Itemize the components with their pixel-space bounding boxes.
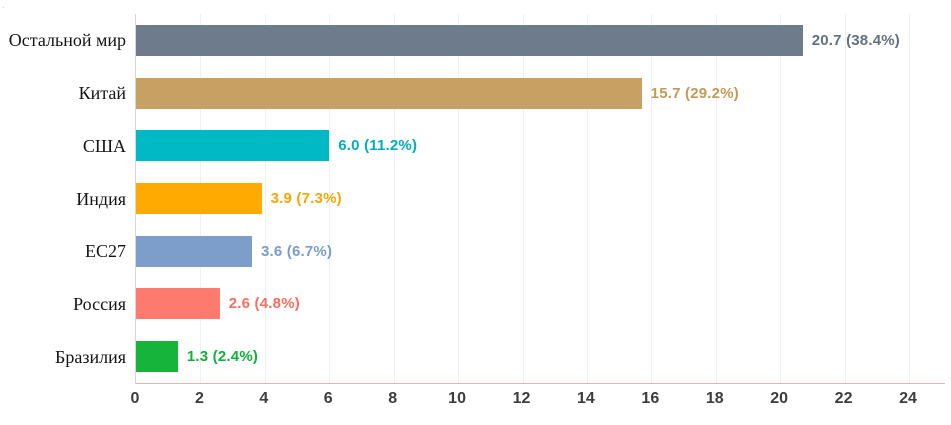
gridline xyxy=(393,14,395,383)
x-tick-label: 12 xyxy=(512,390,531,407)
x-tick-label: 24 xyxy=(899,390,917,407)
bar-row: 2.6 (4.8%) xyxy=(136,278,945,331)
category-label: ЕС27 xyxy=(84,241,126,262)
value-label: 15.7 (29.2%) xyxy=(650,84,739,102)
bar-row: 20.7 (38.4%) xyxy=(136,14,945,67)
bar-row: 1.3 (2.4%) xyxy=(136,330,945,383)
bar-1 xyxy=(136,77,642,109)
x-tick-label: 20 xyxy=(770,390,789,407)
category-label: Бразилия xyxy=(55,347,126,368)
category-label: Китай xyxy=(78,82,126,103)
x-tick-label: 14 xyxy=(577,390,595,407)
bar-row: 3.9 (7.3%) xyxy=(136,172,945,225)
bar-4 xyxy=(136,235,252,267)
x-tick-label: 6 xyxy=(323,390,333,407)
bar-2 xyxy=(136,130,330,162)
category-label: США xyxy=(82,135,126,156)
bar-6 xyxy=(136,341,178,373)
bar-0 xyxy=(136,24,803,56)
gridline xyxy=(844,14,846,383)
x-tick-label: 0 xyxy=(130,390,140,407)
value-label: 6.0 (11.2%) xyxy=(338,137,418,155)
gridline xyxy=(909,14,910,383)
value-label: 3.9 (7.3%) xyxy=(270,190,342,208)
bar-row: 6.0 (11.2%) xyxy=(136,119,945,172)
category-label: Остальной мир xyxy=(8,29,126,50)
bar-row: 15.7 (29.2%) xyxy=(136,67,945,120)
x-tick-label: 8 xyxy=(388,390,398,407)
gridline xyxy=(780,14,782,383)
bar-5 xyxy=(136,288,220,320)
x-tick-label: 22 xyxy=(834,390,853,407)
gridline xyxy=(458,14,460,383)
gridline xyxy=(264,14,266,383)
corner-artifact: · xyxy=(2,2,5,12)
category-label: Россия xyxy=(73,294,126,315)
x-tick-label: 10 xyxy=(448,390,466,407)
x-tick-label: 4 xyxy=(259,390,269,407)
gridline xyxy=(522,14,524,383)
gridline xyxy=(715,14,717,383)
x-tick-label: 2 xyxy=(194,390,204,407)
value-label: 2.6 (4.8%) xyxy=(228,295,300,313)
category-label: Индия xyxy=(76,188,126,209)
x-tick-label: 18 xyxy=(705,390,724,407)
gridline xyxy=(651,14,653,383)
x-axis: 0 2 4 6 8 10 12 14 16 18 20 22 24 xyxy=(131,390,945,416)
gridline xyxy=(586,14,588,383)
gridline xyxy=(329,14,331,383)
value-label: 3.6 (6.7%) xyxy=(260,242,333,260)
value-label: 20.7 (38.4%) xyxy=(811,31,900,49)
value-label: 1.3 (2.4%) xyxy=(186,348,259,366)
bar-row: 3.6 (6.7%) xyxy=(136,225,945,278)
bar-3 xyxy=(136,183,262,215)
plot-area: 20.7 (38.4%) 15.7 (29.2%) 6.0 (11.2%) 3.9 (… xyxy=(135,14,945,384)
x-tick-label: 16 xyxy=(641,390,660,407)
category-axis: Остальной мир Китай США Индия ЕС27 Россия Браз… xyxy=(0,14,126,384)
bar-rows: 20.7 (38.4%) 15.7 (29.2%) 6.0 (11.2%) 3.9 (… xyxy=(136,14,945,383)
